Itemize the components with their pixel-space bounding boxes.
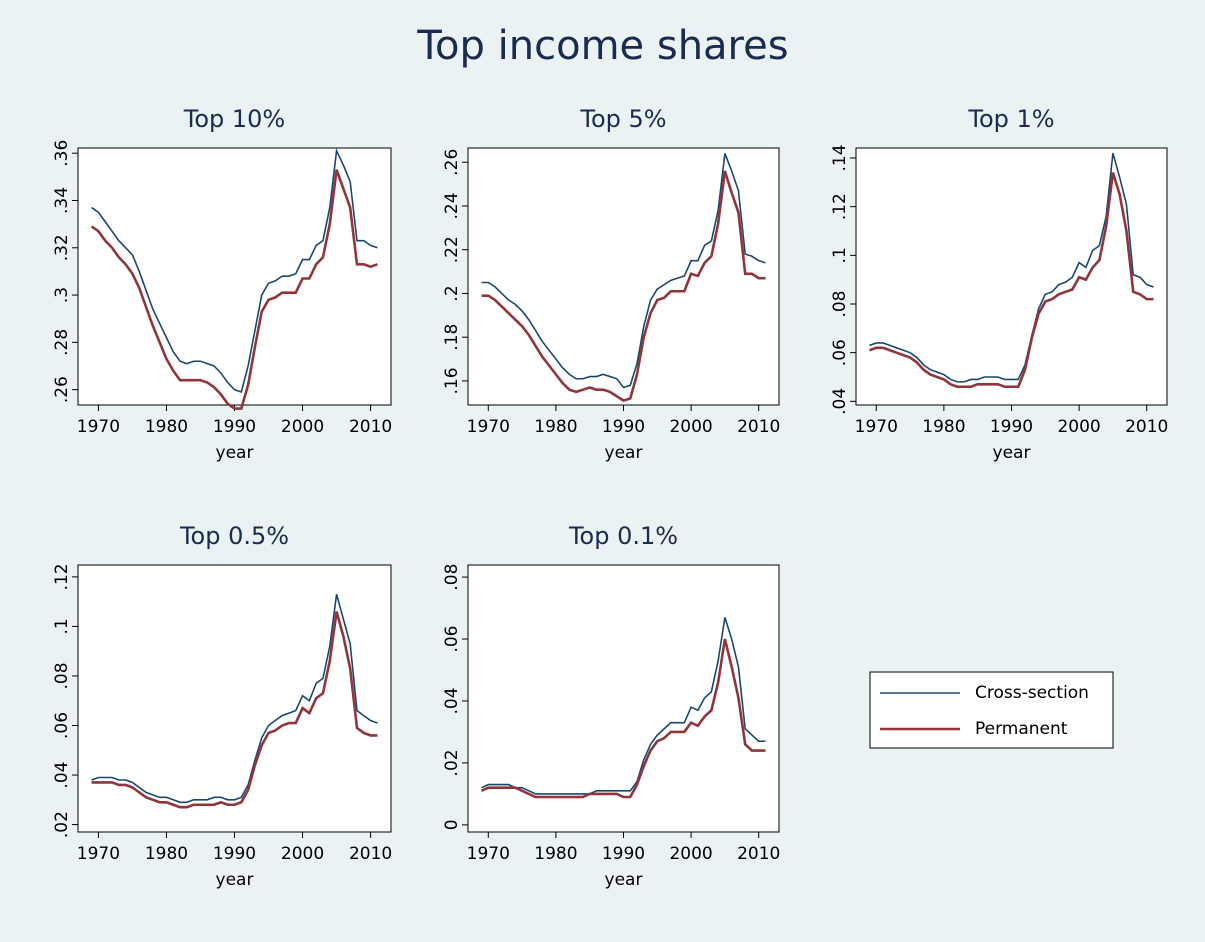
plot-area (467, 564, 780, 833)
x-tick-label: 2010 (349, 844, 392, 864)
plot-area (467, 147, 780, 406)
y-tick-label: 0 (442, 819, 462, 830)
plot-area (77, 564, 392, 833)
panel-title: Top 0.1% (568, 522, 678, 550)
y-tick-label: .08 (52, 662, 72, 689)
x-axis-label: year (605, 870, 643, 890)
y-tick-label: .08 (442, 564, 462, 591)
series-line (869, 172, 1154, 389)
x-axis-label: year (216, 443, 254, 463)
x-tick-label: 2010 (349, 417, 392, 437)
y-tick-label: .26 (442, 149, 462, 176)
legend-label: Cross-section (975, 683, 1089, 703)
x-tick-label: 2010 (737, 417, 780, 437)
y-tick-label: .12 (830, 193, 850, 220)
chart-title: Top income shares (416, 23, 788, 69)
panel-title: Top 10% (183, 105, 285, 133)
x-axis-label: year (216, 870, 254, 890)
y-tick-label: .2 (442, 285, 462, 301)
plot-area (855, 147, 1168, 406)
y-tick-label: .04 (52, 762, 72, 789)
plot-area (77, 147, 392, 406)
panel-title: Top 5% (579, 105, 666, 133)
series-line (91, 148, 378, 394)
y-tick-label: .06 (442, 626, 462, 653)
y-tick-label: .06 (830, 339, 850, 366)
panel-title: Top 1% (967, 105, 1054, 133)
panel-title: Top 0.5% (179, 522, 289, 550)
x-tick-label: 1970 (77, 417, 120, 437)
x-tick-label: 2010 (1125, 417, 1168, 437)
y-tick-label: .24 (442, 192, 462, 219)
y-tick-label: .02 (52, 811, 72, 838)
x-tick-label: 2000 (669, 844, 712, 864)
y-tick-label: .08 (830, 290, 850, 317)
x-tick-label: 1980 (145, 844, 188, 864)
x-tick-label: 1970 (467, 844, 510, 864)
x-tick-label: 2000 (1057, 417, 1100, 437)
y-tick-label: .34 (52, 187, 72, 214)
x-tick-label: 1980 (534, 417, 577, 437)
x-tick-label: 1990 (213, 417, 256, 437)
series-line (90, 169, 378, 410)
y-tick-label: .04 (830, 388, 850, 415)
legend-label: Permanent (975, 719, 1068, 739)
x-tick-label: 1990 (990, 417, 1033, 437)
series-line (91, 594, 378, 804)
series-line (91, 611, 378, 809)
x-tick-label: 1970 (855, 417, 898, 437)
x-tick-label: 2010 (737, 844, 780, 864)
y-tick-label: .18 (442, 324, 462, 351)
series-line (481, 617, 766, 795)
x-axis-label: year (993, 443, 1031, 463)
x-axis-label: year (605, 443, 643, 463)
y-tick-label: .3 (52, 287, 72, 303)
x-tick-label: 1970 (77, 844, 120, 864)
y-tick-label: .04 (442, 687, 462, 714)
x-tick-label: 1980 (145, 417, 188, 437)
y-tick-label: .06 (52, 712, 72, 739)
x-tick-label: 1990 (602, 417, 645, 437)
y-tick-label: .12 (52, 563, 72, 590)
y-tick-label: .14 (830, 144, 850, 171)
y-tick-label: .02 (442, 749, 462, 776)
x-tick-label: 2000 (669, 417, 712, 437)
y-tick-label: .36 (52, 140, 72, 167)
y-tick-label: .28 (52, 329, 72, 356)
series-line (480, 638, 766, 799)
y-tick-label: .1 (52, 618, 72, 634)
x-tick-label: 1980 (534, 844, 577, 864)
series-line (481, 170, 766, 403)
legend-box (869, 671, 1114, 749)
x-tick-label: 2000 (281, 844, 324, 864)
x-tick-label: 1970 (467, 417, 510, 437)
x-tick-label: 1990 (602, 844, 645, 864)
y-tick-label: .26 (52, 376, 72, 403)
y-tick-label: .16 (442, 367, 462, 394)
x-tick-label: 2000 (281, 417, 324, 437)
y-tick-label: .1 (830, 247, 850, 263)
series-line (481, 153, 766, 389)
y-tick-label: .22 (442, 236, 462, 263)
y-tick-label: .32 (52, 234, 72, 261)
x-tick-label: 1980 (922, 417, 965, 437)
x-tick-label: 1990 (213, 844, 256, 864)
